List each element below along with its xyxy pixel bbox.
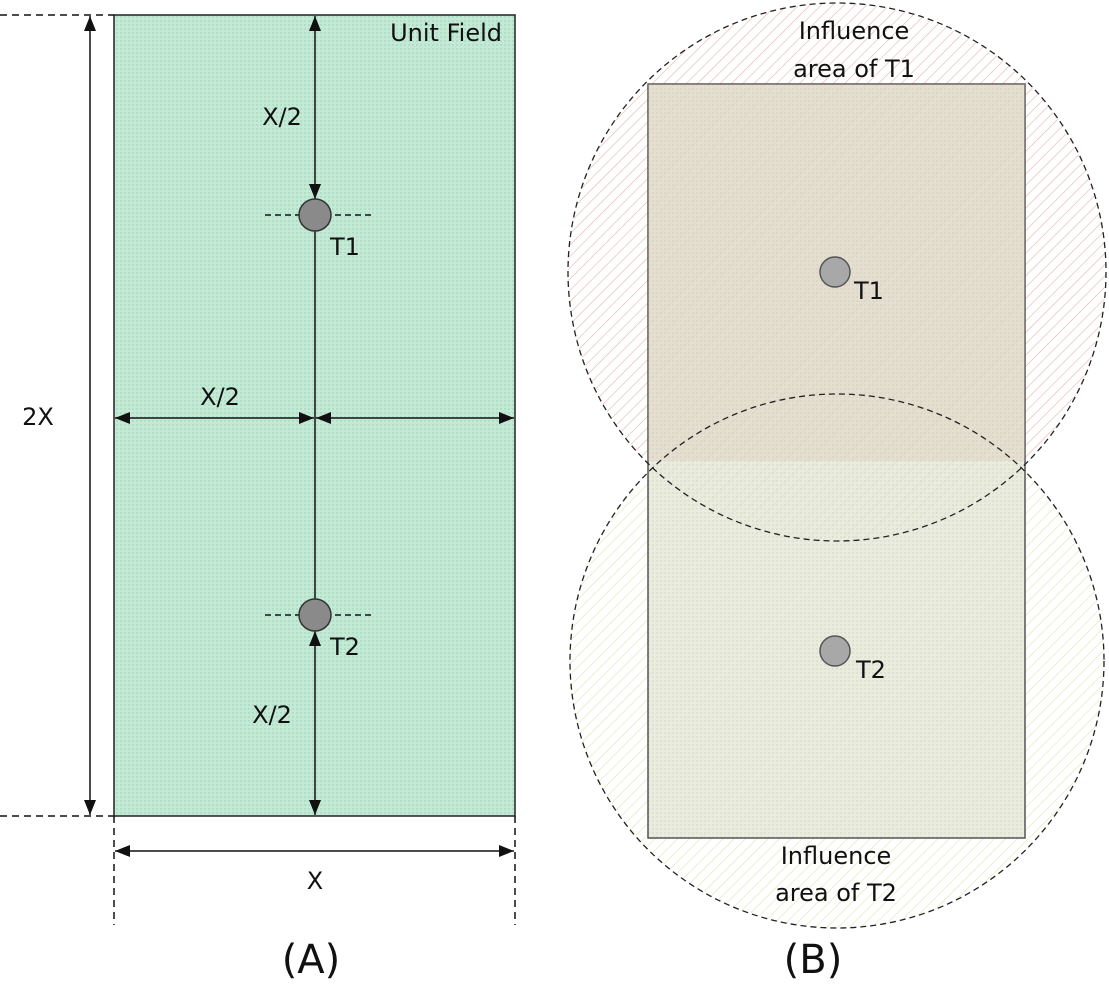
panel-a: Unit Field X/2 X/2 X/2 2X X T1 T2 (A): [0, 14, 516, 983]
tree-label: T2: [855, 656, 886, 684]
influence-label: area of T1: [793, 55, 915, 83]
tree-label: T2: [329, 633, 360, 661]
influence-boundary: [569, 393, 1105, 929]
dimension-label: X: [307, 867, 323, 895]
dimension-label: X/2: [262, 103, 302, 131]
panel-label: (B): [784, 937, 843, 983]
influence-label: Influence: [799, 17, 910, 45]
dimension-label: 2X: [22, 403, 54, 431]
tree: [298, 598, 332, 632]
field-label: Unit Field: [390, 19, 502, 47]
unit-field: [647, 83, 1026, 839]
tree-label: T1: [853, 277, 884, 305]
tree: [298, 198, 332, 232]
influence-label: Influence: [781, 842, 892, 870]
dimension-label: X/2: [200, 383, 240, 411]
tree: [819, 256, 851, 288]
tree-label: T1: [329, 233, 360, 261]
panel-b: T1 T2 Influence area of T1 Influence are…: [567, 2, 1107, 983]
dimension-label: X/2: [252, 701, 292, 729]
influence-label: area of T2: [775, 879, 897, 907]
influence-boundary: [567, 2, 1107, 542]
panel-label: (A): [282, 937, 341, 983]
tree: [819, 635, 851, 667]
